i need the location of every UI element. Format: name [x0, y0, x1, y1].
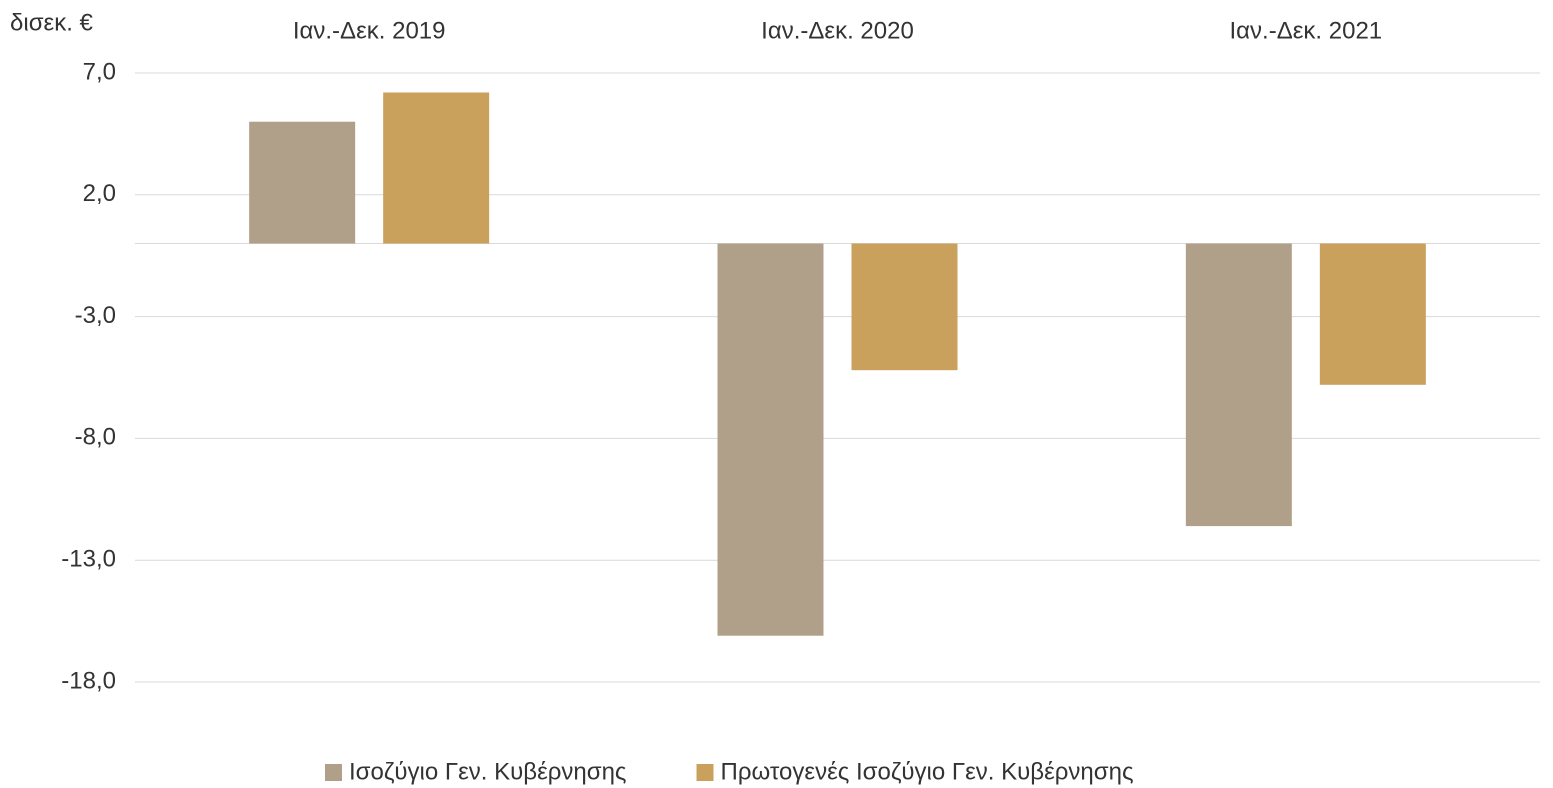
- bar: [851, 243, 958, 371]
- legend-label: Ισοζύγιο Γεν. Κυβέρνησης: [349, 758, 627, 785]
- bar: [1319, 243, 1426, 385]
- bar: [1185, 243, 1292, 527]
- bar: [717, 243, 824, 636]
- legend-label: Πρωτογενές Ισοζύγιο Γεν. Κυβέρνησης: [721, 758, 1134, 785]
- legend-swatch: [696, 764, 714, 781]
- x-tick-label: Ιαν.-Δεκ. 2021: [1229, 17, 1382, 44]
- y-tick-label: -13,0: [61, 546, 116, 573]
- y-axis-label: δισεκ. €: [10, 9, 94, 36]
- legend-swatch: [325, 764, 342, 781]
- bar: [249, 121, 356, 244]
- y-tick-label: 7,0: [83, 58, 116, 85]
- y-tick-label: -8,0: [75, 424, 116, 451]
- y-tick-label: 2,0: [83, 180, 116, 207]
- y-tick-label: -18,0: [61, 667, 116, 694]
- y-tick-label: -3,0: [75, 302, 116, 329]
- x-tick-label: Ιαν.-Δεκ. 2020: [761, 17, 914, 44]
- bar: [383, 92, 490, 244]
- x-tick-label: Ιαν.-Δεκ. 2019: [293, 17, 446, 44]
